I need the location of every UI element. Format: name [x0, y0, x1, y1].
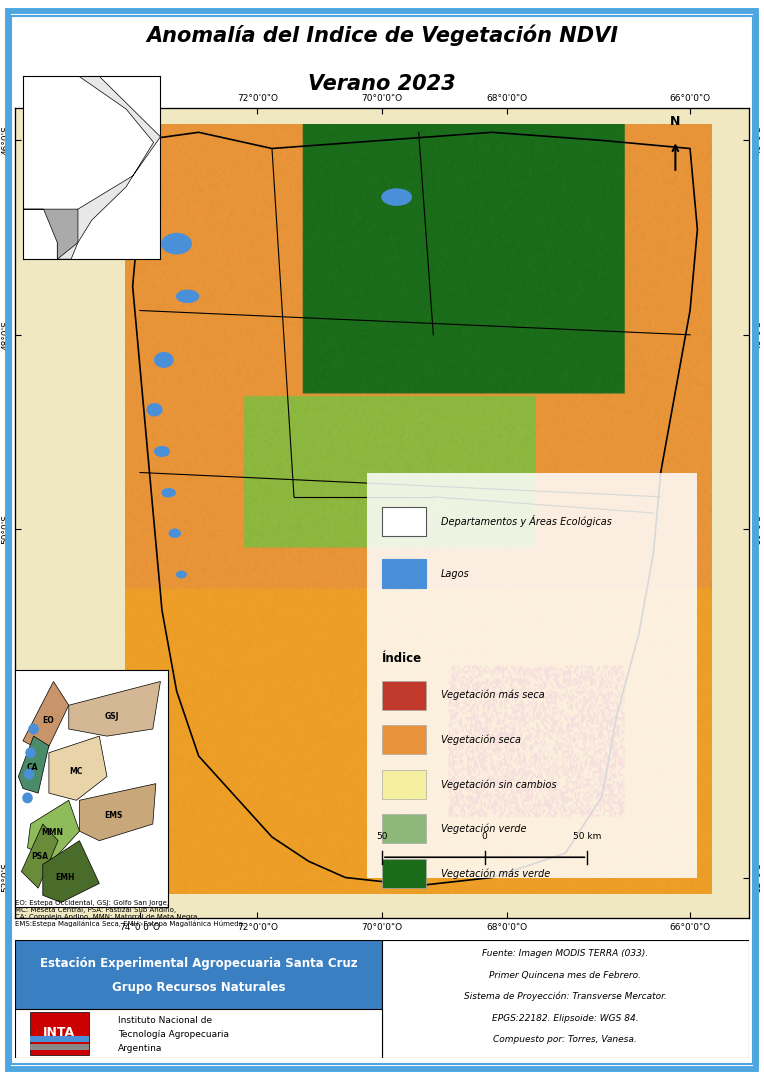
Text: Vegetación sin cambios: Vegetación sin cambios: [441, 779, 556, 789]
Text: Anomalía del Indice de Vegetación NDVI: Anomalía del Indice de Vegetación NDVI: [146, 25, 618, 45]
Text: Instituto Nacional de: Instituto Nacional de: [118, 1016, 212, 1025]
Text: EMH: EMH: [55, 873, 75, 881]
Polygon shape: [21, 824, 58, 888]
Text: Sistema de Proyección: Transverse Mercator.: Sistema de Proyección: Transverse Mercat…: [464, 991, 667, 1001]
Bar: [30, 1044, 89, 1050]
Ellipse shape: [162, 233, 191, 254]
Bar: [15, 1009, 382, 1058]
Ellipse shape: [23, 793, 32, 802]
Text: N: N: [670, 116, 681, 129]
Polygon shape: [23, 76, 160, 259]
Text: Vegetación más verde: Vegetación más verde: [441, 868, 550, 879]
Text: MC: MC: [70, 767, 83, 777]
Text: Lagos: Lagos: [441, 569, 469, 579]
Bar: [367, 473, 698, 877]
Ellipse shape: [154, 352, 173, 367]
Text: 0: 0: [482, 832, 487, 841]
Text: Argentina: Argentina: [118, 1044, 162, 1053]
Ellipse shape: [26, 748, 35, 757]
Ellipse shape: [147, 404, 162, 416]
Bar: [382, 680, 426, 710]
Polygon shape: [28, 800, 79, 860]
Text: EMS: EMS: [104, 811, 122, 821]
Text: CA: CA: [27, 764, 38, 772]
Text: Vegetación seca: Vegetación seca: [441, 734, 521, 745]
Bar: [30, 1012, 89, 1055]
Bar: [382, 814, 426, 843]
Polygon shape: [69, 681, 160, 737]
Bar: [15, 940, 382, 1058]
Text: Tecnología Agropecuaria: Tecnología Agropecuaria: [118, 1030, 229, 1039]
Bar: [382, 859, 426, 888]
Ellipse shape: [382, 189, 411, 205]
Text: Primer Quincena mes de Febrero.: Primer Quincena mes de Febrero.: [490, 971, 641, 980]
Polygon shape: [18, 737, 49, 793]
Text: 50: 50: [376, 832, 388, 841]
Polygon shape: [23, 210, 78, 259]
Bar: [382, 770, 426, 799]
Text: Índice: Índice: [382, 652, 422, 665]
Ellipse shape: [170, 529, 180, 537]
Ellipse shape: [154, 447, 170, 456]
Text: Vegetación verde: Vegetación verde: [441, 824, 526, 834]
Bar: [382, 559, 426, 589]
Ellipse shape: [176, 291, 199, 302]
Bar: [382, 940, 749, 1058]
Text: PSA: PSA: [31, 852, 49, 861]
Bar: [382, 725, 426, 754]
Bar: [382, 507, 426, 536]
Text: 50 km: 50 km: [573, 832, 601, 841]
Ellipse shape: [29, 725, 38, 733]
Polygon shape: [49, 737, 107, 800]
Text: Fuente: Imagen MODIS TERRA (033).: Fuente: Imagen MODIS TERRA (033).: [482, 949, 649, 958]
Text: EO: Estepa Occidental, GSJ: Golfo San Jorge,
MC: Meseta Central, PSA: Pastizal S: EO: Estepa Occidental, GSJ: Golfo San Jo…: [15, 900, 245, 928]
Polygon shape: [43, 840, 99, 903]
Polygon shape: [23, 681, 69, 753]
Text: EPGS:22182. Elipsoide: WGS 84.: EPGS:22182. Elipsoide: WGS 84.: [492, 1013, 639, 1023]
Text: MMN: MMN: [41, 828, 63, 837]
Text: Departamentos y Áreas Ecológicas: Departamentos y Áreas Ecológicas: [441, 515, 611, 527]
Bar: [30, 1036, 89, 1042]
Ellipse shape: [176, 571, 186, 578]
Text: Verano 2023: Verano 2023: [308, 73, 456, 94]
Text: Estación Experimental Agropecuaria Santa Cruz: Estación Experimental Agropecuaria Santa…: [40, 957, 358, 970]
Text: Vegetación más seca: Vegetación más seca: [441, 690, 545, 701]
Polygon shape: [79, 784, 156, 840]
Ellipse shape: [24, 769, 34, 779]
Text: GSJ: GSJ: [105, 712, 118, 720]
Ellipse shape: [162, 488, 175, 497]
Text: INTA: INTA: [44, 1026, 76, 1039]
Text: Grupo Recursos Naturales: Grupo Recursos Naturales: [112, 981, 286, 994]
Text: Compuesto por: Torres, Vanesa.: Compuesto por: Torres, Vanesa.: [494, 1035, 637, 1044]
Text: EO: EO: [42, 716, 53, 725]
